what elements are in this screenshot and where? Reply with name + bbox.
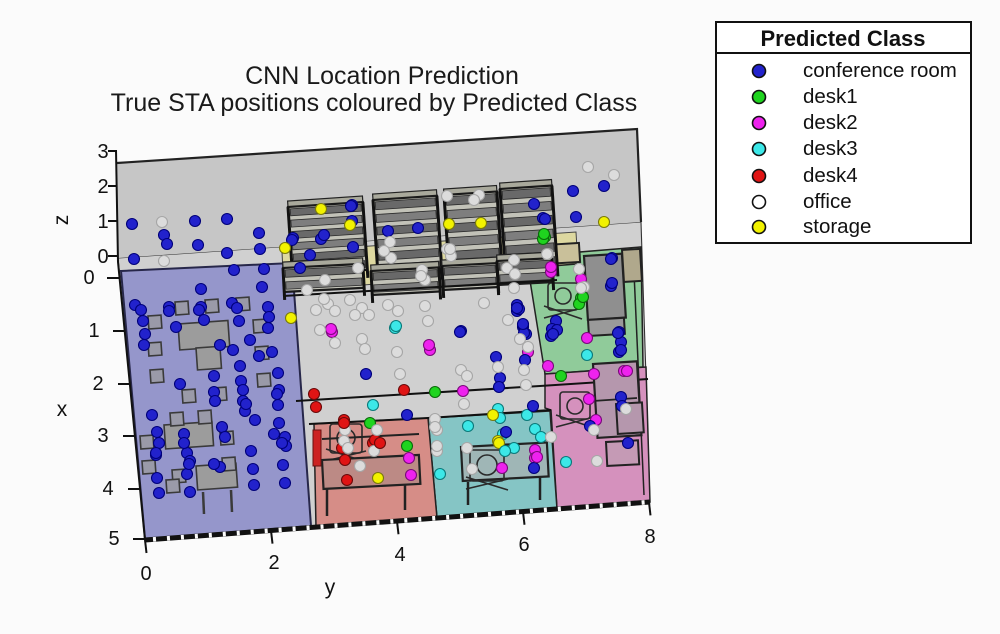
svg-text:x: x — [57, 398, 68, 421]
svg-text:desk2: desk2 — [803, 111, 858, 134]
svg-text:desk3: desk3 — [803, 137, 858, 160]
svg-text:CNN Location Prediction: CNN Location Prediction — [245, 62, 519, 90]
svg-text:conference room: conference room — [803, 59, 957, 82]
svg-text:desk1: desk1 — [803, 85, 858, 108]
svg-text:True STA positions coloured by: True STA positions coloured by Predicted… — [111, 89, 638, 117]
svg-text:1: 1 — [88, 320, 99, 342]
svg-text:4: 4 — [102, 478, 113, 500]
svg-text:8: 8 — [644, 526, 655, 548]
svg-text:5: 5 — [108, 528, 119, 550]
svg-text:0: 0 — [97, 246, 108, 268]
svg-text:office: office — [803, 190, 852, 213]
svg-text:2: 2 — [97, 176, 108, 198]
svg-text:desk4: desk4 — [803, 164, 858, 187]
svg-text:2: 2 — [268, 552, 279, 574]
svg-text:0: 0 — [83, 267, 94, 289]
svg-text:4: 4 — [394, 544, 405, 566]
svg-text:storage: storage — [803, 215, 871, 238]
svg-text:z: z — [50, 215, 73, 226]
svg-text:Predicted Class: Predicted Class — [760, 26, 925, 51]
svg-text:1: 1 — [97, 211, 108, 233]
svg-text:2: 2 — [92, 373, 103, 395]
svg-text:0: 0 — [140, 563, 151, 585]
svg-text:6: 6 — [518, 534, 529, 556]
svg-text:3: 3 — [97, 425, 108, 447]
svg-text:3: 3 — [97, 141, 108, 163]
svg-text:y: y — [325, 576, 336, 599]
